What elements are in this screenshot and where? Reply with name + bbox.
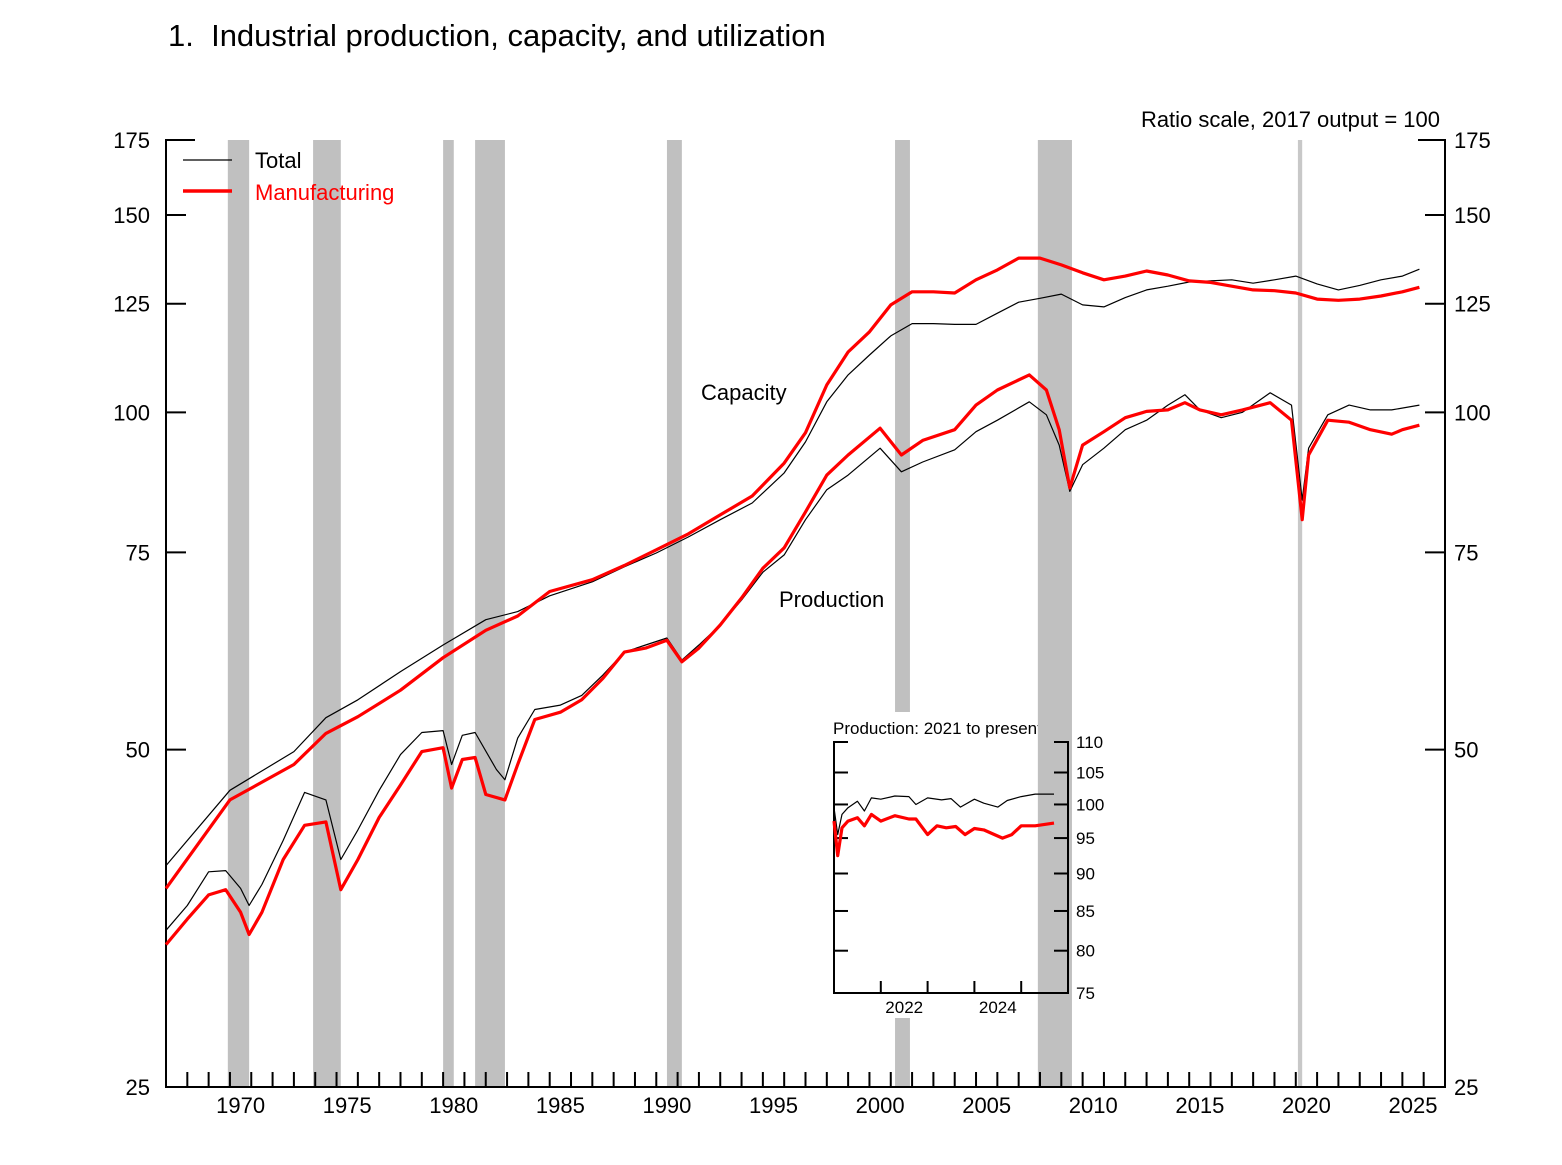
- inset-y-tick-label: 105: [1076, 763, 1104, 782]
- y-tick-label-right: 175: [1454, 128, 1491, 153]
- x-tick-label: 1995: [749, 1093, 798, 1118]
- x-tick-label: 1980: [429, 1093, 478, 1118]
- y-tick-label-left: 100: [113, 400, 150, 425]
- x-tick-label: 1970: [216, 1093, 265, 1118]
- legend-label-manufacturing: Manufacturing: [255, 180, 394, 205]
- y-tick-label-left: 25: [126, 1075, 150, 1100]
- y-tick-label-right: 100: [1454, 400, 1491, 425]
- inset-chart: Production: 2021 to present 75 80 85 90 95 10…: [820, 712, 1114, 1018]
- y-tick-label-left: 50: [126, 738, 150, 763]
- recession-bar: [227, 140, 250, 1087]
- x-tick-label: 2020: [1282, 1093, 1331, 1118]
- legend-label-total: Total: [255, 148, 301, 173]
- inset-x-tick-label: 2022: [885, 998, 923, 1017]
- y-tick-label-right: 75: [1454, 540, 1478, 565]
- y-tick-label-right: 25: [1454, 1075, 1478, 1100]
- series-line-manufacturing-capacity: [164, 256, 1420, 890]
- x-tick-label: 2005: [962, 1093, 1011, 1118]
- x-tick-label: 1990: [642, 1093, 691, 1118]
- inset-y-tick-label: 80: [1076, 942, 1095, 961]
- recession-bar: [475, 140, 505, 1087]
- inset-axis-frame: [833, 741, 1069, 994]
- recession-bars: [227, 140, 1303, 1087]
- series-line-total-production: [165, 392, 1420, 931]
- y-tick-label-left: 75: [126, 540, 150, 565]
- inset-y-tick-label: 100: [1076, 795, 1104, 814]
- y-tick-label-left: 175: [113, 128, 150, 153]
- x-tick-label: 2010: [1069, 1093, 1118, 1118]
- recession-bar: [313, 140, 341, 1087]
- x-tick-label: 2025: [1389, 1093, 1438, 1118]
- recession-bar: [1037, 712, 1072, 1018]
- inset-series-line-total: [833, 793, 1054, 836]
- annotation-production: Production: [779, 587, 884, 612]
- inset-title: Production: 2021 to present: [833, 719, 1042, 738]
- recession-bar: [1297, 140, 1303, 1087]
- annotation-capacity: Capacity: [701, 380, 787, 405]
- inset-y-tick-label: 75: [1076, 984, 1095, 1003]
- series-line-total-capacity: [165, 268, 1420, 866]
- inset-y-tick-label: 90: [1076, 865, 1095, 884]
- y-tick-label-right: 125: [1454, 292, 1491, 317]
- x-tick-label: 1975: [323, 1093, 372, 1118]
- inset-y-tick-label: 85: [1076, 902, 1095, 921]
- main-axes: 25 25 50 50 75 75 100 100 125 125 150 150 175 175 1970…: [113, 128, 1490, 1118]
- y-tick-label-left: 150: [113, 203, 150, 228]
- legend: Total Manufacturing: [183, 148, 394, 205]
- axis-frame: [165, 139, 1446, 1088]
- inset-y-tick-label: 95: [1076, 829, 1095, 848]
- main-series: [164, 256, 1420, 946]
- x-tick-label: 2015: [1175, 1093, 1224, 1118]
- recession-bar: [895, 1018, 910, 1087]
- series-line-manufacturing-production: [164, 373, 1420, 946]
- recession-bar: [443, 140, 454, 1087]
- x-tick-label: 2000: [856, 1093, 905, 1118]
- scale-note: Ratio scale, 2017 output = 100: [1141, 107, 1440, 132]
- recession-bar: [666, 140, 682, 1087]
- recession-bar: [895, 140, 910, 712]
- inset-x-tick-label: 2024: [979, 998, 1017, 1017]
- y-tick-label-left: 125: [113, 292, 150, 317]
- y-tick-label-right: 150: [1454, 203, 1491, 228]
- y-tick-label-right: 50: [1454, 738, 1478, 763]
- x-tick-label: 1985: [536, 1093, 585, 1118]
- chart-title: 1. Industrial production, capacity, and …: [168, 18, 826, 53]
- inset-series-line-manufacturing: [832, 812, 1055, 858]
- inset-y-tick-label: 110: [1076, 733, 1103, 752]
